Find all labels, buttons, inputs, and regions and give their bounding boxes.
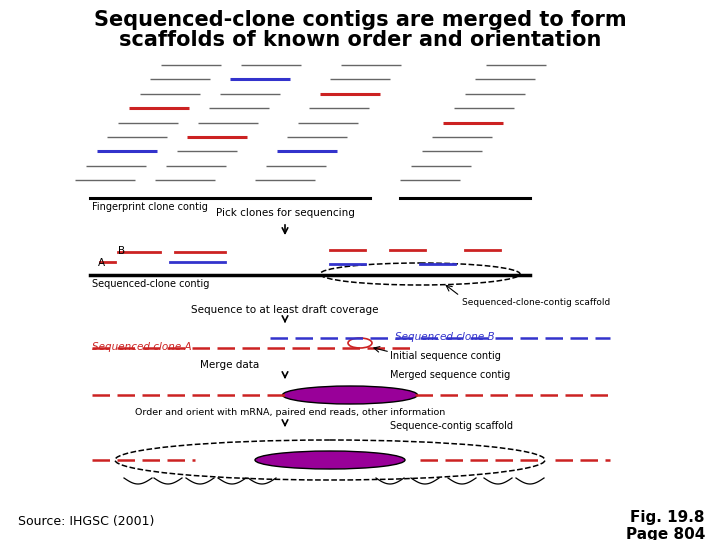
Text: Merge data: Merge data bbox=[200, 360, 260, 370]
Text: Pick clones for sequencing: Pick clones for sequencing bbox=[215, 208, 354, 218]
Text: scaffolds of known order and orientation: scaffolds of known order and orientation bbox=[119, 30, 601, 50]
Text: Sequenced-clone contigs are merged to form: Sequenced-clone contigs are merged to fo… bbox=[94, 10, 626, 30]
Ellipse shape bbox=[282, 386, 418, 404]
Ellipse shape bbox=[255, 451, 405, 469]
Text: B: B bbox=[118, 246, 125, 256]
Text: Sequenced-clone-contig scaffold: Sequenced-clone-contig scaffold bbox=[462, 298, 611, 307]
Text: A: A bbox=[98, 258, 105, 268]
Text: Fig. 19.8
Page 804: Fig. 19.8 Page 804 bbox=[626, 510, 705, 540]
Text: Source: IHGSC (2001): Source: IHGSC (2001) bbox=[18, 515, 154, 528]
Text: Sequenced clone B: Sequenced clone B bbox=[395, 332, 495, 342]
Text: Sequence to at least draft coverage: Sequence to at least draft coverage bbox=[192, 305, 379, 315]
Text: Sequence-contig scaffold: Sequence-contig scaffold bbox=[390, 421, 513, 431]
Text: Fingerprint clone contig: Fingerprint clone contig bbox=[92, 202, 208, 212]
Text: Merged sequence contig: Merged sequence contig bbox=[390, 370, 510, 380]
Text: Sequenced-clone contig: Sequenced-clone contig bbox=[92, 279, 210, 289]
Text: Initial sequence contig: Initial sequence contig bbox=[390, 351, 501, 361]
Text: Order and orient with mRNA, paired end reads, other information: Order and orient with mRNA, paired end r… bbox=[135, 408, 445, 417]
Text: Sequenced clone A: Sequenced clone A bbox=[92, 342, 192, 352]
